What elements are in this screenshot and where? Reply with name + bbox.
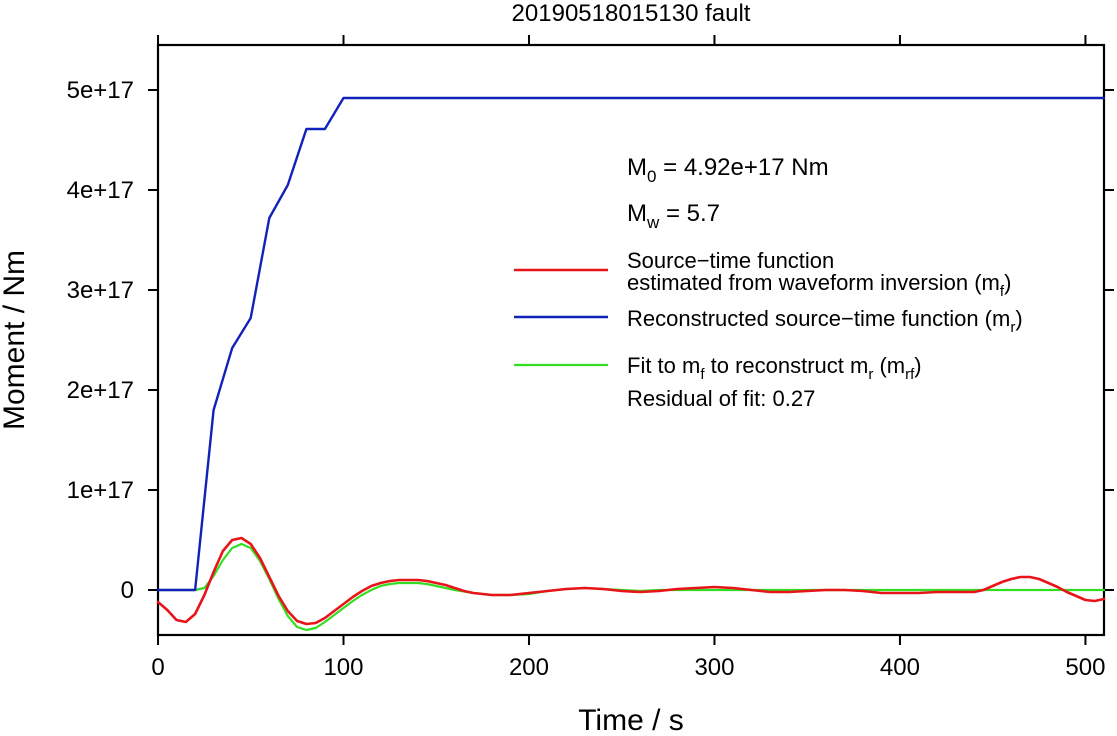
legend-label-mrf-sub2: r <box>868 366 873 383</box>
seismic-moment-annotation: M0 = 4.92e+17 Nm <box>627 154 829 186</box>
moment-magnitude-annotation: Mw = 5.7 <box>627 200 720 232</box>
y-tick-label: 2e+17 <box>67 377 134 404</box>
legend: Source−time function estimated from wave… <box>514 248 1023 411</box>
y-tick-label: 3e+17 <box>67 277 134 304</box>
mw-value: = 5.7 <box>659 200 720 227</box>
m0-symbol: M <box>627 154 647 181</box>
legend-label-mrf: Fit to mf to reconstruct mr (mrf) <box>627 353 922 383</box>
mw-symbol: M <box>627 200 647 227</box>
x-tick-label: 200 <box>509 654 549 681</box>
legend-label-mf-sub: f <box>1000 283 1005 300</box>
legend-label-mrf-p4: ) <box>914 353 921 378</box>
axis-tick-labels: 0 100 200 300 400 500 0 1e+17 2e+17 3e+17 4e+17 5e+… <box>67 77 1106 681</box>
legend-label-mrf-sub1: f <box>700 366 705 383</box>
legend-label-mf-line1: Source−time function <box>627 248 834 273</box>
legend-label-mrf-sub3: rf <box>905 366 915 383</box>
legend-label-mr-tail: ) <box>1015 306 1022 331</box>
mw-subscript: w <box>646 213 660 232</box>
legend-label-mrf-p1: Fit to m <box>627 353 700 378</box>
axis-ticks <box>148 35 1114 645</box>
chart-title: 20190518015130 fault <box>512 0 751 27</box>
y-tick-label: 5e+17 <box>67 77 134 104</box>
series-lines <box>156 96 1106 632</box>
x-tick-label: 0 <box>151 654 164 681</box>
series-line-mrf <box>156 542 1106 632</box>
residual-of-fit-label: Residual of fit: 0.27 <box>627 386 815 411</box>
plot-frame <box>156 43 1106 637</box>
legend-label-mr: Reconstructed source−time function (mr) <box>627 306 1023 336</box>
y-tick-label: 0 <box>121 577 134 604</box>
series-line-mf <box>156 536 1106 626</box>
legend-label-mrf-p2: to reconstruct m <box>705 353 869 378</box>
m0-value: = 4.92e+17 Nm <box>656 154 828 181</box>
x-tick-label: 500 <box>1065 654 1105 681</box>
x-axis-label: Time / s <box>578 704 684 736</box>
legend-label-mrf-p3: (m <box>873 353 905 378</box>
y-tick-label: 1e+17 <box>67 477 134 504</box>
x-tick-label: 100 <box>323 654 363 681</box>
x-tick-label: 400 <box>880 654 920 681</box>
x-tick-label: 300 <box>694 654 734 681</box>
legend-label-mr-sub: r <box>1010 319 1015 336</box>
y-axis-label: Moment / Nm <box>0 250 31 430</box>
legend-label-mr-text: Reconstructed source−time function (m <box>627 306 1010 331</box>
legend-label-mf-line2: estimated from waveform inversion (mf) <box>627 270 1011 300</box>
legend-label-mf-text: estimated from waveform inversion (m <box>627 270 1000 295</box>
m0-subscript: 0 <box>647 167 656 186</box>
legend-label-mf-tail: ) <box>1004 270 1011 295</box>
y-tick-label: 4e+17 <box>67 177 134 204</box>
series-line-mr <box>156 96 1106 592</box>
